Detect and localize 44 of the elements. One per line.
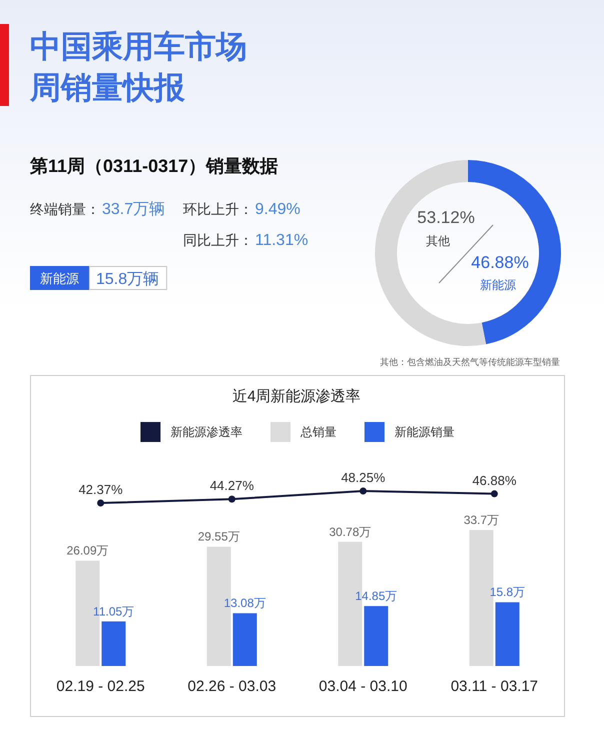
- data-label: 30.78万: [329, 524, 372, 539]
- data-label: 53.12%: [417, 208, 475, 227]
- data-label: 46.88%: [471, 253, 529, 272]
- data-label: 29.55万: [198, 530, 240, 544]
- text: 第11周（0311-0317）销量数据: [29, 156, 278, 176]
- data-label: 15.8万: [490, 585, 526, 600]
- x-tick-label: 02.19 - 02.25: [56, 678, 145, 695]
- text: 终端销量：: [30, 201, 100, 217]
- data-label: 13.08万: [224, 596, 266, 610]
- point: [97, 500, 104, 506]
- text: 周销量快报: [29, 70, 186, 105]
- text: 33.7万辆: [102, 201, 166, 218]
- text: 9.49%: [255, 201, 300, 218]
- point: [360, 488, 367, 494]
- slice-label: 新能源: [480, 278, 516, 292]
- text: 同比上升：: [183, 232, 253, 248]
- x-tick-label: 03.04 - 03.10: [318, 678, 408, 695]
- x-tick-label: 03.11 - 03.17: [450, 678, 538, 695]
- text: 新能源: [40, 271, 79, 286]
- x-tick-label: 02.26 - 03.03: [188, 678, 276, 695]
- bar: [232, 613, 257, 666]
- point: [490, 490, 498, 498]
- data-label: 44.27%: [210, 478, 254, 494]
- bar: [102, 621, 126, 666]
- bar: [364, 606, 388, 666]
- text: 其他：包含燃油及天然气等传统能源车型销量: [380, 357, 560, 367]
- text: 15.8万辆: [96, 271, 160, 288]
- data-label: 14.85万: [355, 589, 398, 604]
- text: 环比上升：: [183, 201, 253, 217]
- data-label: 11.05万: [93, 604, 134, 618]
- data-label: 33.7万: [464, 513, 500, 527]
- text: 中国乘用车市场: [30, 29, 247, 64]
- data-label: 46.88%: [472, 472, 517, 488]
- data-label: 26.09万: [66, 544, 109, 558]
- legend-label: 总销量: [300, 425, 336, 439]
- data-label: 48.25%: [341, 470, 386, 485]
- data-label: 42.37%: [78, 482, 124, 497]
- chart-title: 近4周新能源渗透率: [232, 388, 361, 405]
- slice-label: 其他: [426, 234, 450, 248]
- text: 11.31%: [255, 232, 308, 249]
- legend-label: 新能源渗透率: [170, 425, 242, 439]
- legend-label: 新能源销量: [394, 425, 454, 439]
- point: [228, 496, 236, 503]
- bar: [495, 602, 520, 666]
